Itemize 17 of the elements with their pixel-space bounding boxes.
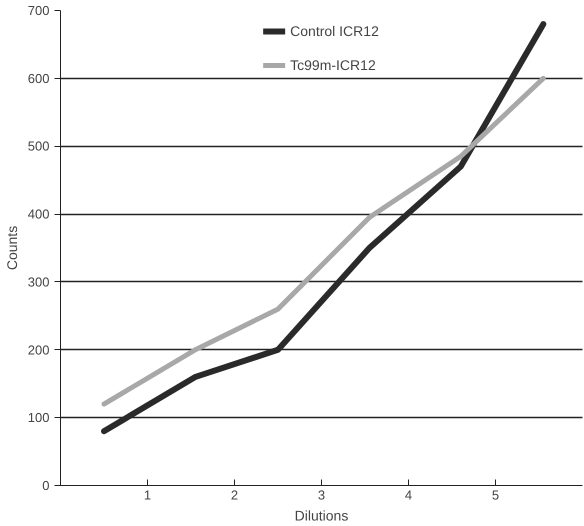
y-tick-label: 300 <box>28 274 50 290</box>
x-tick-label: 5 <box>492 488 500 502</box>
y-tick-label: 500 <box>28 138 50 154</box>
x-tick-label: 4 <box>404 488 412 502</box>
y-tick-label: 100 <box>28 410 50 426</box>
y-tick-label: 200 <box>28 342 50 358</box>
x-tick-label: 1 <box>144 488 152 502</box>
legend-label: Tc99m-ICR12 <box>290 57 376 73</box>
legend-label: Control ICR12 <box>290 23 379 39</box>
y-tick-label: 700 <box>28 3 50 18</box>
y-axis-title: Counts <box>4 226 20 270</box>
y-tick-label: 0 <box>42 478 50 493</box>
x-tick-label: 2 <box>230 488 238 502</box>
y-tick-label: 400 <box>28 206 50 222</box>
y-tick-label: 600 <box>28 70 50 86</box>
x-tick-label: 3 <box>318 488 326 502</box>
x-axis-title: Dilutions <box>294 508 348 524</box>
